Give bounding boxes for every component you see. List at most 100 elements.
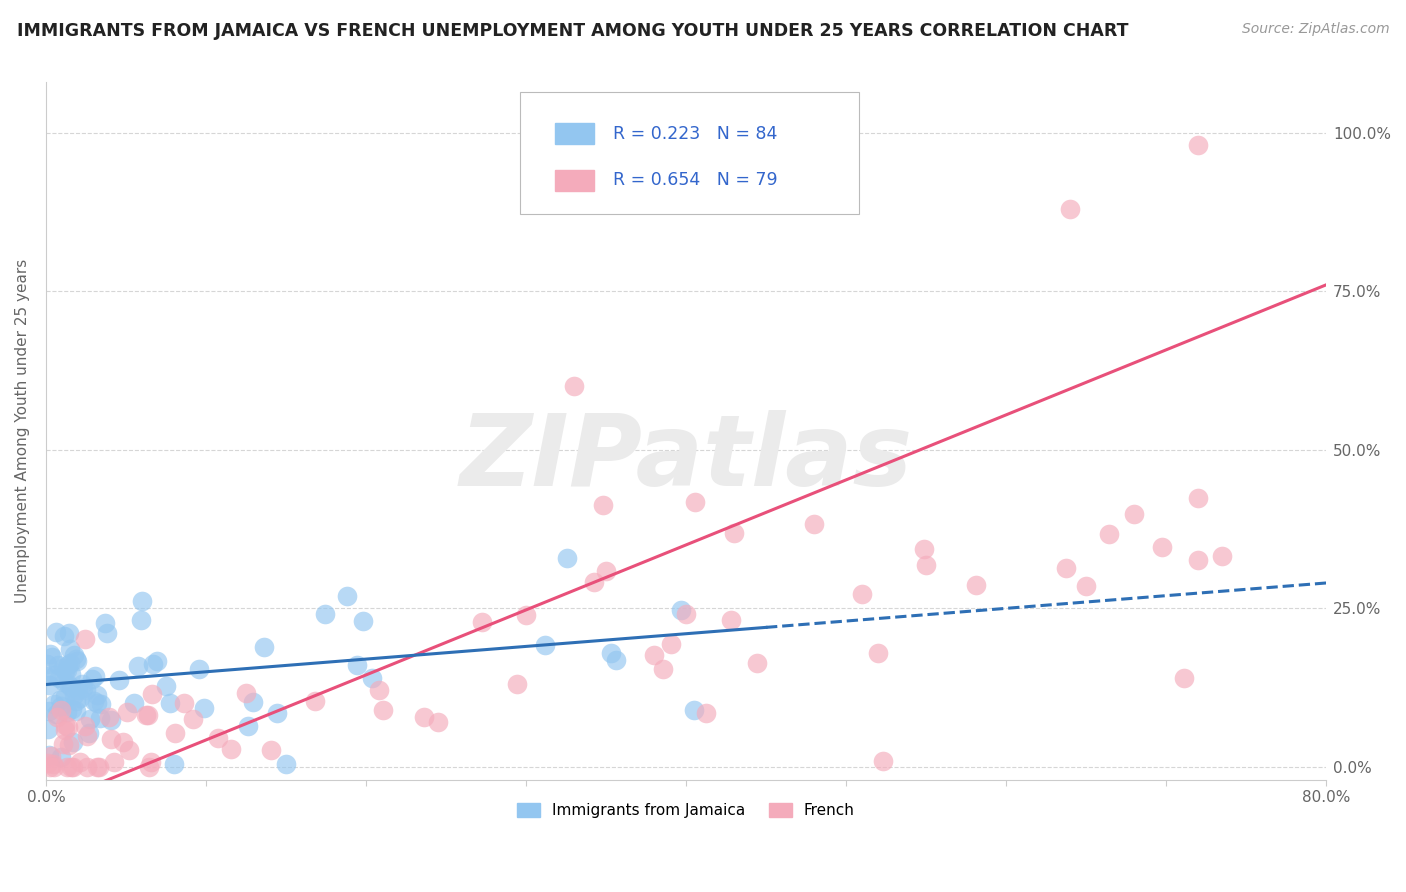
Point	[242, 695, 264, 709]
Point	[96, 626, 118, 640]
Point	[62, 760, 84, 774]
Point	[1211, 549, 1233, 563]
Point	[183, 713, 205, 727]
Point	[643, 648, 665, 662]
Point	[135, 707, 157, 722]
Point	[62, 688, 84, 702]
Point	[41, 756, 63, 771]
Point	[35, 657, 58, 672]
Text: R = 0.223   N = 84: R = 0.223 N = 84	[613, 125, 778, 143]
Point	[79, 712, 101, 726]
Point	[193, 701, 215, 715]
Point	[107, 673, 129, 687]
Bar	[555, 123, 593, 145]
Point	[93, 615, 115, 630]
Point	[723, 526, 745, 541]
Point	[720, 614, 742, 628]
Point	[159, 696, 181, 710]
Point	[683, 703, 706, 717]
Point	[1098, 527, 1121, 541]
Point	[652, 662, 675, 676]
Point	[136, 707, 159, 722]
Point	[98, 710, 121, 724]
Point	[53, 674, 76, 689]
Point	[103, 756, 125, 770]
Point	[65, 652, 87, 666]
Point	[368, 683, 391, 698]
Point	[515, 607, 537, 622]
Point	[87, 760, 110, 774]
Point	[219, 741, 242, 756]
Point	[314, 607, 336, 622]
Point	[866, 647, 889, 661]
Point	[304, 694, 326, 708]
Point	[533, 638, 555, 652]
Point	[38, 704, 60, 718]
Point	[187, 662, 209, 676]
Point	[605, 653, 627, 667]
Point	[59, 681, 82, 695]
Point	[582, 574, 605, 589]
Point	[62, 648, 84, 662]
Point	[146, 654, 169, 668]
Point	[73, 719, 96, 733]
Point	[56, 657, 79, 672]
Text: R = 0.654   N = 79: R = 0.654 N = 79	[613, 171, 778, 189]
Text: ZIPatlas: ZIPatlas	[460, 410, 912, 508]
Point	[100, 731, 122, 746]
Point	[139, 756, 162, 770]
Point	[53, 664, 76, 678]
Point	[58, 738, 80, 752]
Point	[38, 647, 60, 661]
Point	[76, 760, 98, 774]
Point	[53, 723, 76, 737]
Point	[129, 613, 152, 627]
Legend: Immigrants from Jamaica, French: Immigrants from Jamaica, French	[512, 797, 860, 824]
Point	[1074, 579, 1097, 593]
Point	[412, 710, 434, 724]
Point	[111, 735, 134, 749]
Point	[207, 731, 229, 745]
Point	[48, 671, 70, 685]
Point	[48, 693, 70, 707]
Point	[1187, 138, 1209, 153]
Point	[1187, 553, 1209, 567]
Text: Source: ZipAtlas.com: Source: ZipAtlas.com	[1241, 22, 1389, 37]
Point	[56, 663, 79, 677]
Point	[1150, 540, 1173, 554]
Point	[1123, 507, 1146, 521]
Point	[675, 607, 697, 621]
Point	[685, 495, 707, 509]
Point	[35, 669, 58, 683]
Point	[56, 706, 79, 720]
Point	[915, 558, 938, 573]
Point	[53, 689, 76, 703]
Point	[235, 686, 257, 700]
Point	[76, 729, 98, 743]
Point	[592, 498, 614, 512]
Point	[37, 723, 59, 737]
Point	[58, 676, 80, 690]
Point	[851, 587, 873, 601]
Point	[346, 658, 368, 673]
Point	[595, 564, 617, 578]
Point	[427, 714, 450, 729]
Point	[86, 688, 108, 702]
Point	[122, 696, 145, 710]
Point	[70, 677, 93, 691]
Point	[86, 696, 108, 710]
Point	[86, 760, 108, 774]
Point	[53, 718, 76, 732]
Point	[352, 614, 374, 628]
Point	[49, 749, 72, 764]
Point	[48, 657, 70, 672]
Point	[872, 754, 894, 768]
Point	[59, 760, 82, 774]
Point	[77, 726, 100, 740]
Point	[56, 760, 79, 774]
Point	[45, 625, 67, 640]
Text: IMMIGRANTS FROM JAMAICA VS FRENCH UNEMPLOYMENT AMONG YOUTH UNDER 25 YEARS CORREL: IMMIGRANTS FROM JAMAICA VS FRENCH UNEMPL…	[17, 22, 1129, 40]
Point	[600, 646, 623, 660]
Point	[131, 594, 153, 608]
Point	[253, 640, 276, 654]
